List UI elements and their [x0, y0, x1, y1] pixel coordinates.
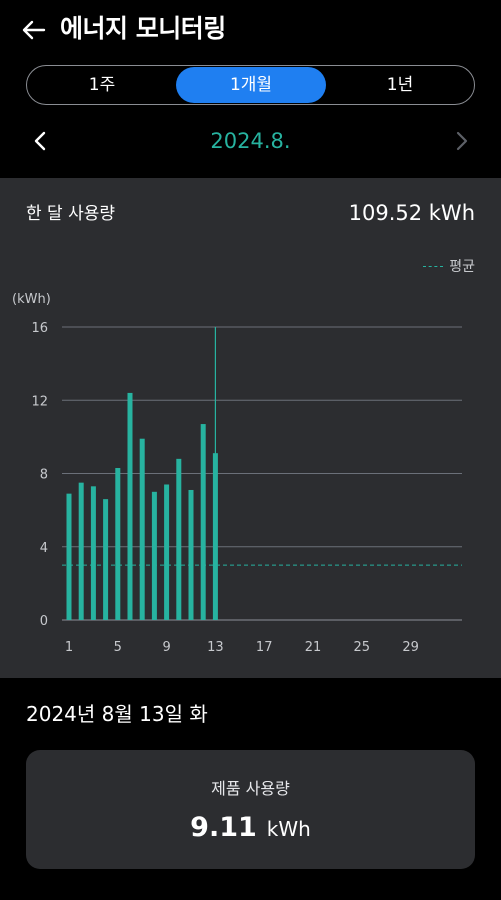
y-tick-label: 8 — [40, 468, 48, 483]
usage-panel: (kWh) 0 4 8 12 16 1 5 9 13 17 21 25 29 한 달 사용량 109.52… — [0, 178, 501, 678]
chevron-right-icon — [456, 131, 468, 151]
chart-bar — [212, 453, 218, 620]
x-tick-label: 5 — [114, 640, 122, 655]
x-tick-label: 1 — [65, 640, 73, 655]
y-tick-label: 16 — [31, 321, 48, 336]
chart-bar — [200, 424, 206, 620]
product-usage-unit: kWh — [266, 817, 311, 841]
selected-date-label: 2024년 8월 13일 화 — [26, 702, 208, 726]
chart-bar — [176, 458, 182, 620]
product-usage-card: 제품 사용량 9.11 kWh — [26, 750, 475, 869]
chevron-left-icon — [34, 131, 46, 151]
chart-bar — [90, 486, 96, 620]
chart-bar — [115, 468, 121, 620]
legend-average-label: 평균 — [449, 259, 475, 275]
period-tab-bar: 1주 1개월 1년 — [26, 65, 475, 105]
chart-bar — [66, 493, 72, 620]
x-tick-label: 29 — [402, 640, 419, 655]
back-arrow-icon — [22, 20, 46, 40]
product-usage-value: 9.11 — [190, 812, 257, 843]
y-tick-label: 4 — [40, 541, 48, 556]
page-title: 에너지 모니터링 — [60, 14, 226, 43]
chart-bar — [78, 482, 84, 620]
chart-bar — [103, 499, 109, 620]
monthly-usage-label: 한 달 사용량 — [26, 204, 116, 224]
tab-week[interactable]: 1주 — [88, 75, 116, 95]
x-tick-label: 21 — [305, 640, 322, 655]
chart-bar — [139, 438, 145, 620]
x-tick-label: 13 — [207, 640, 224, 655]
back-button[interactable] — [18, 14, 50, 46]
tab-year[interactable]: 1년 — [386, 75, 414, 95]
product-usage-value-row: 9.11 kWh — [26, 812, 475, 843]
y-axis-unit-label: (kWh) — [12, 292, 51, 307]
chart-legend: 평균 — [423, 256, 475, 276]
tab-month[interactable]: 1개월 — [176, 67, 326, 103]
x-tick-label: 9 — [162, 640, 170, 655]
monthly-usage-value: 109.52 kWh — [348, 201, 475, 225]
chart-bar — [127, 392, 133, 620]
month-navigator: 2024.8. — [0, 120, 501, 164]
usage-chart: (kWh) 0 4 8 12 16 1 5 9 13 17 21 25 29 — [12, 292, 462, 655]
x-tick-label: 17 — [256, 640, 273, 655]
chart-bar — [151, 491, 157, 620]
chart-bar — [164, 484, 170, 620]
prev-month-button[interactable] — [28, 128, 54, 154]
month-label: 2024.8. — [210, 129, 291, 153]
x-tick-label: 25 — [354, 640, 371, 655]
y-tick-label: 12 — [31, 394, 48, 409]
chart-bar — [188, 489, 194, 620]
next-month-button[interactable] — [448, 128, 474, 154]
header: 에너지 모니터링 — [0, 0, 501, 60]
legend-dash-swatch — [423, 265, 444, 267]
product-usage-title: 제품 사용량 — [211, 779, 290, 798]
y-tick-label: 0 — [40, 614, 48, 629]
